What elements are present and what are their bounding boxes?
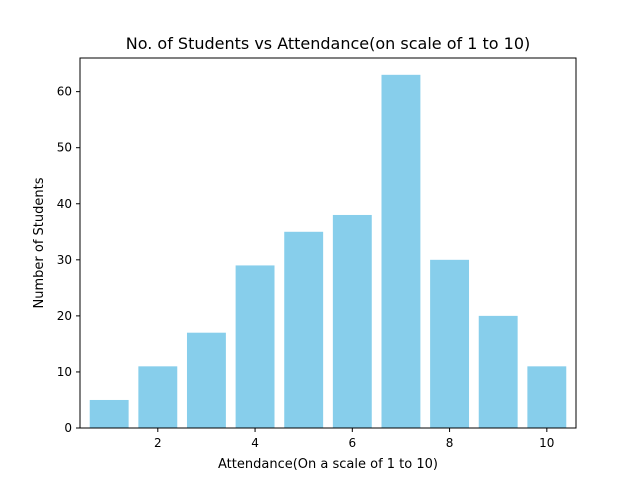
- bar-1: [89, 399, 129, 428]
- plot-frame: [79, 57, 577, 429]
- x-tick-label-6: 6: [348, 436, 356, 450]
- y-tick-label-30: 30: [57, 253, 72, 267]
- y-tick-label-60: 60: [57, 85, 72, 99]
- chart-title: No. of Students vs Attendance(on scale o…: [126, 34, 530, 53]
- x-tick-label-10: 10: [539, 436, 554, 450]
- y-tick-label-50: 50: [57, 141, 72, 155]
- bar-2: [138, 366, 178, 428]
- x-tick-label-8: 8: [446, 436, 454, 450]
- bar-6: [332, 214, 372, 428]
- bar-9: [478, 315, 518, 428]
- bar-10: [527, 366, 567, 428]
- bar-4: [235, 265, 275, 428]
- y-tick-label-10: 10: [57, 365, 72, 379]
- y-tick-label-40: 40: [57, 197, 72, 211]
- x-tick-label-4: 4: [251, 436, 259, 450]
- bar-7: [381, 74, 421, 429]
- x-axis-label: Attendance(On a scale of 1 to 10): [218, 457, 438, 472]
- y-tick-label-0: 0: [64, 421, 72, 435]
- y-axis-label: Number of Students: [32, 177, 47, 308]
- x-tick-label-2: 2: [154, 436, 162, 450]
- bar-5: [284, 231, 324, 428]
- y-tick-label-20: 20: [57, 309, 72, 323]
- bar-8: [430, 259, 470, 428]
- x-axis-ticks: 2 4 6 8 10: [154, 428, 554, 450]
- bar-3: [186, 332, 226, 428]
- y-axis-ticks: 0 10 20 30 40 50 60: [57, 85, 80, 435]
- bars-group: [89, 74, 567, 429]
